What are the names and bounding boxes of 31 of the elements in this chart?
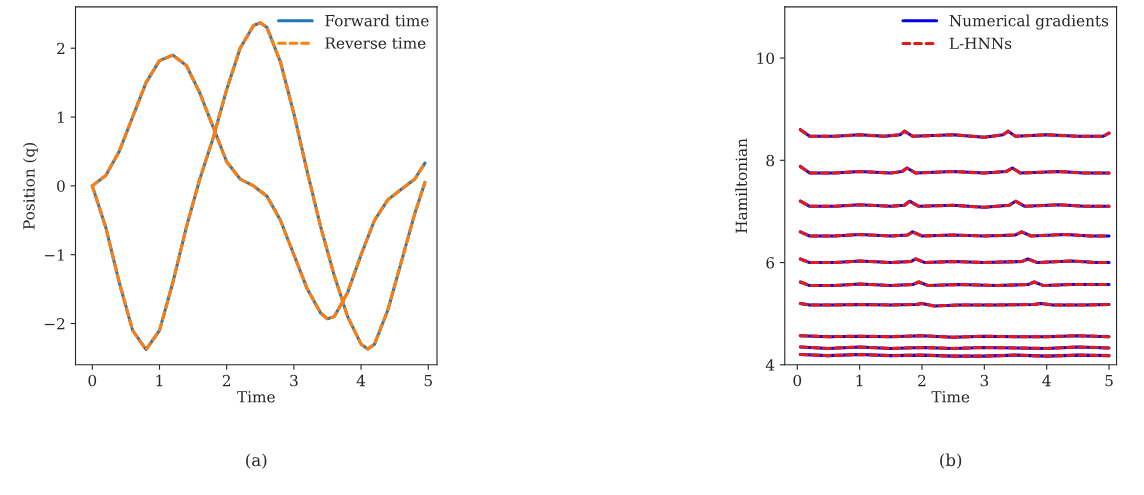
x-tick-label: 3 xyxy=(980,374,989,387)
text: (a) xyxy=(246,453,267,469)
y-tick-label: −1 xyxy=(44,249,64,261)
x-tick-label: 4 xyxy=(1042,374,1051,387)
x-tick-label: 0 xyxy=(88,374,97,387)
x-axis-title: Time xyxy=(931,391,970,403)
y-tick-label: 0 xyxy=(57,180,65,192)
x-tick-label: 4 xyxy=(356,374,366,387)
y-tick-label: 6 xyxy=(766,257,775,269)
legend-label: Numerical gradients xyxy=(949,14,1109,30)
legend-label: Reverse time xyxy=(325,37,426,49)
x-tick-label: 1 xyxy=(856,374,863,387)
x-tick-label: 1 xyxy=(156,374,163,387)
y-axis-title: Position (q) xyxy=(22,142,38,230)
legend-label: Forward time xyxy=(325,14,429,27)
x-tick-label: 2 xyxy=(918,374,926,387)
legend-label: L-HNNs xyxy=(949,37,1012,50)
y-tick-label: 1 xyxy=(57,111,64,123)
x-tick-label: 2 xyxy=(222,374,231,387)
x-axis-title: Time xyxy=(237,391,275,403)
x-tick-label: 0 xyxy=(793,374,802,387)
text: (b) xyxy=(940,453,962,469)
y-axis-title: Hamiltonian xyxy=(735,138,748,233)
x-tick-label: 3 xyxy=(290,374,298,387)
y-tick-label: 2 xyxy=(57,42,65,55)
y-tick-label: −2 xyxy=(44,317,65,330)
x-tick-label: 5 xyxy=(1105,375,1113,387)
y-tick-label: 8 xyxy=(766,154,775,167)
y-tick-label: 10 xyxy=(757,52,775,65)
y-tick-label: 4 xyxy=(765,359,775,371)
x-tick-label: 5 xyxy=(424,375,432,387)
